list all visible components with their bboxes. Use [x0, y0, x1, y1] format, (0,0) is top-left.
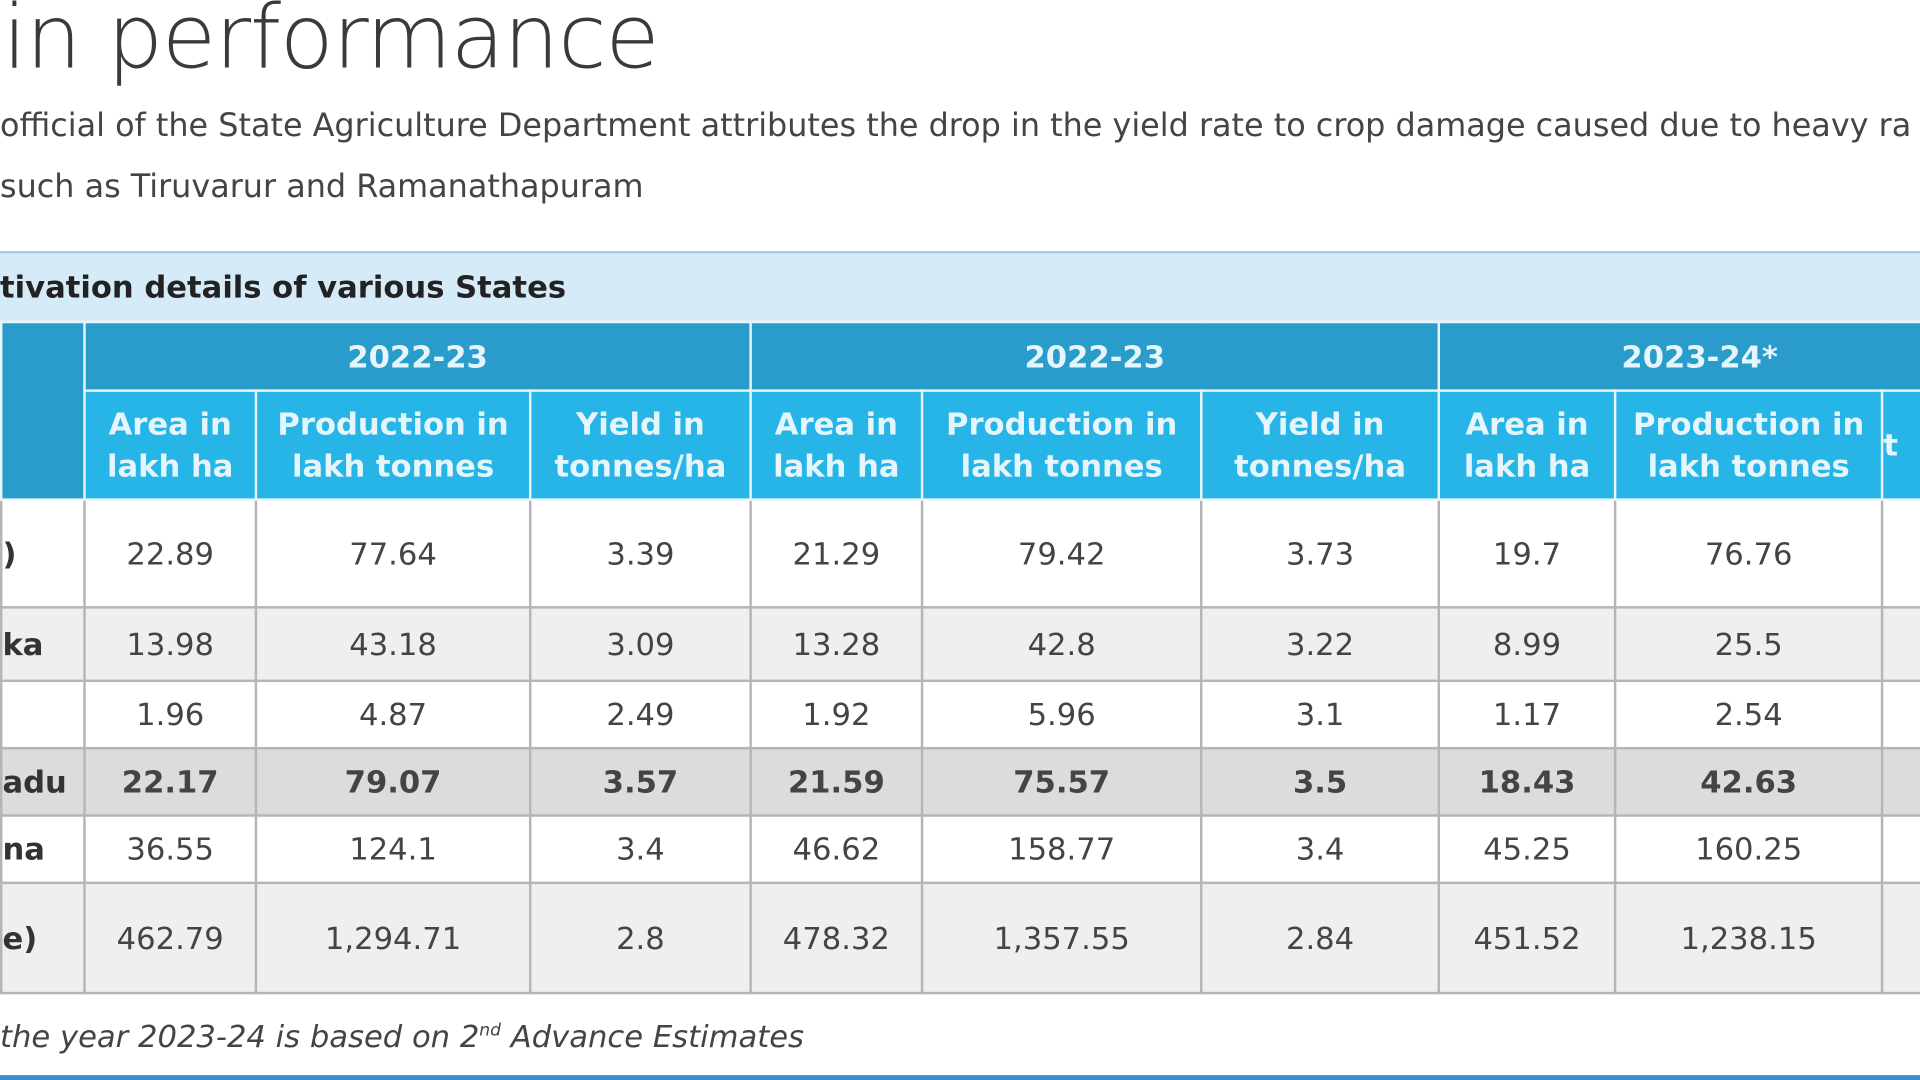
column-header: Area in lakh ha: [749, 389, 924, 501]
cell: [1880, 606, 1920, 683]
cell: 3.22: [1200, 606, 1441, 683]
cell: 3.57: [528, 746, 752, 817]
cell: 43.18: [254, 606, 532, 683]
cell: 13.28: [749, 606, 924, 683]
column-header: Production in lakh tonnes: [920, 389, 1203, 501]
cell: [1880, 679, 1920, 750]
cell: 1.96: [83, 679, 258, 750]
paragraph-line: official of the State Agriculture Depart…: [0, 107, 1912, 145]
column-header: Production in lakh tonnes: [254, 389, 532, 501]
cell: 42.8: [920, 606, 1203, 683]
cell: 5.96: [920, 679, 1203, 750]
row-label: na: [0, 814, 86, 885]
cell: 8.99: [1437, 606, 1617, 683]
row-label: [0, 679, 86, 750]
cell: 36.55: [83, 814, 258, 885]
cell: 76.76: [1613, 498, 1884, 609]
cell: 22.17: [83, 746, 258, 817]
cell: 478.32: [749, 881, 924, 995]
cell: 1,238.15: [1613, 881, 1884, 995]
cell: 22.89: [83, 498, 258, 609]
cell: 158.77: [920, 814, 1203, 885]
cell: [1880, 498, 1920, 609]
cell: 75.57: [920, 746, 1203, 817]
header-row: 2022-23 2022-23 2023-24*: [0, 320, 1920, 501]
cell: 2.84: [1200, 881, 1441, 995]
cell: 1,357.55: [920, 881, 1203, 995]
cell: 2.54: [1613, 679, 1884, 750]
cell: 3.73: [1200, 498, 1441, 609]
cell: 3.5: [1200, 746, 1441, 817]
table-row: 1.96 4.87 2.49 1.92 5.96 3.1 1.17 2.54: [0, 679, 1920, 750]
cell: 1.92: [749, 679, 924, 750]
table-row: ka 13.98 43.18 3.09 13.28 42.8 3.22 8.99 25.5: [0, 606, 1920, 683]
column-header: Yield in tonnes/ha: [528, 389, 752, 501]
table-row: e) 462.79 1,294.71 2.8 478.32 1,357.55 2.84 451…: [0, 881, 1920, 995]
cell: 3.4: [1200, 814, 1441, 885]
cell: 3.1: [1200, 679, 1441, 750]
cell: 45.25: [1437, 814, 1617, 885]
cell: 2.8: [528, 881, 752, 995]
cell: 3.39: [528, 498, 752, 609]
cell: 21.29: [749, 498, 924, 609]
footnote: the year 2023-24 is based on 2nd Advance…: [0, 1019, 804, 1055]
column-header: Area in lakh ha: [83, 389, 258, 501]
table-row: na 36.55 124.1 3.4 46.62 158.77 3.4 45.25 160.25: [0, 814, 1920, 885]
cell: [1880, 881, 1920, 995]
cell: 18.43: [1437, 746, 1617, 817]
cell: 462.79: [83, 881, 258, 995]
cell: [1880, 746, 1920, 817]
subheader-row: Area in lakh ha Production in lakh tonnes…: [1, 389, 1920, 501]
cell: 25.5: [1613, 606, 1884, 683]
column-header: Production in lakh tonnes: [1613, 389, 1884, 501]
cell: 3.09: [528, 606, 752, 683]
cell: 19.7: [1437, 498, 1617, 609]
row-label: ka: [0, 606, 86, 683]
cell: 451.52: [1437, 881, 1617, 995]
cell: 46.62: [749, 814, 924, 885]
footnote-text: Advance Estimates: [501, 1018, 804, 1055]
corner-cell: [0, 320, 86, 501]
cell: 124.1: [254, 814, 532, 885]
cell: 1,294.71: [254, 881, 532, 995]
column-header: Yield in tonnes/ha: [1200, 389, 1441, 501]
cell: 160.25: [1613, 814, 1884, 885]
cell: 4.87: [254, 679, 532, 750]
bottom-rule: [0, 1075, 1920, 1080]
table-caption: tivation details of various States: [0, 251, 1920, 321]
cell: 79.07: [254, 746, 532, 817]
paragraph-line: such as Tiruvarur and Ramanathapuram: [0, 168, 644, 206]
column-header: Area in lakh ha: [1437, 389, 1617, 501]
cell: 21.59: [749, 746, 924, 817]
row-label: adu: [0, 746, 86, 817]
cell: 3.4: [528, 814, 752, 885]
cell: 1.17: [1437, 679, 1617, 750]
footnote-text: the year 2023-24 is based on 2: [0, 1018, 480, 1055]
cell: 2.49: [528, 679, 752, 750]
footnote-sup: nd: [479, 1020, 502, 1041]
column-header: t: [1880, 389, 1920, 501]
data-table: 2022-23 2022-23 2023-24* Area in lakh ha Pro…: [0, 320, 1920, 995]
year-header: 2022-23: [83, 320, 752, 392]
cell: 79.42: [920, 498, 1203, 609]
cell: 13.98: [83, 606, 258, 683]
row-label: ): [0, 498, 86, 609]
cell: 42.63: [1613, 746, 1884, 817]
year-header: 2022-23: [749, 320, 1441, 392]
row-label: e): [0, 881, 86, 995]
table-row: adu 22.17 79.07 3.57 21.59 75.57 3.5 18.43 42.63: [0, 746, 1920, 817]
table-row: ) 22.89 77.64 3.39 21.29 79.42 3.73 19.7 76.76: [0, 498, 1920, 609]
title: in performance: [2, 0, 659, 89]
year-header: 2023-24*: [1437, 320, 1920, 392]
cell: 77.64: [254, 498, 532, 609]
cell: [1880, 814, 1920, 885]
